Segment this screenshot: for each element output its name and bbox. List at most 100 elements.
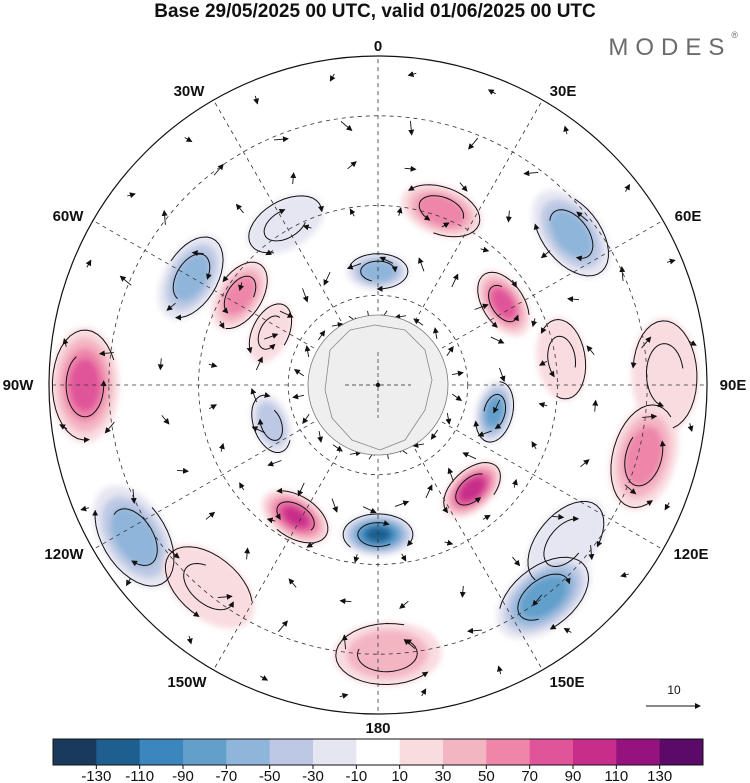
streamline — [517, 573, 571, 621]
colorbar-swatch — [183, 739, 227, 765]
streamline — [172, 253, 212, 300]
wind-arrow — [432, 327, 439, 340]
wind-arrow — [59, 424, 68, 430]
streamline — [610, 404, 672, 509]
wind-arrow — [624, 183, 630, 192]
streamline — [540, 318, 587, 400]
wind-arrow — [218, 442, 225, 452]
wind-arrow — [339, 598, 352, 605]
colorbar — [52, 738, 704, 766]
wind-arrow — [441, 222, 450, 229]
wind-arrow — [329, 73, 336, 82]
wind-arrow — [331, 498, 338, 513]
streamline — [499, 556, 590, 630]
map-title: Base 29/05/2025 00 UTC, valid 01/06/2025… — [154, 1, 596, 22]
wind-arrow — [451, 273, 459, 288]
wind-arrow — [341, 634, 348, 650]
wind-arrow — [317, 430, 324, 443]
lon-label-30w: 30W — [174, 83, 206, 100]
wind-arrow — [576, 211, 589, 222]
streamline — [483, 393, 506, 430]
colorbar-swatch — [659, 739, 704, 765]
wind-arrow — [462, 452, 477, 460]
colorbar-tick-label: -90 — [172, 768, 194, 783]
colorbar-tick-label: -70 — [215, 768, 237, 783]
wind-arrow — [98, 350, 114, 357]
wind-arrow — [292, 393, 305, 400]
wind-arrow — [302, 224, 312, 231]
streamline — [183, 562, 234, 611]
wind-arrow — [250, 387, 257, 403]
wind-arrow — [482, 514, 491, 521]
wind-arrow — [538, 402, 548, 408]
registered-mark: ® — [731, 30, 738, 40]
streamline — [248, 195, 324, 254]
wind-arrow — [523, 170, 539, 177]
wind-arrow — [267, 460, 282, 467]
wind-arrow — [477, 430, 492, 437]
wind-arrow — [266, 517, 276, 524]
lon-label-180: 180 — [365, 720, 390, 737]
wind-arrow — [205, 511, 216, 520]
wind-arrow — [253, 95, 259, 105]
colorbar-tick-label: -110 — [125, 768, 154, 783]
wind-arrow — [302, 288, 309, 303]
streamline — [349, 253, 409, 292]
wind-arrow — [396, 207, 403, 216]
wind-arrow — [408, 120, 415, 136]
wind-arrow — [512, 478, 518, 488]
colorbar-swatch — [399, 739, 444, 765]
streamline — [164, 546, 253, 617]
colorbar-swatch — [443, 739, 487, 765]
anomaly-cell-14 — [609, 402, 679, 511]
wind-arrow — [306, 541, 315, 548]
colorbar-frame — [52, 738, 704, 766]
wind-arrow — [288, 578, 297, 588]
wind-arrow — [279, 310, 294, 318]
wind-arrow — [620, 571, 629, 578]
wind-arrow — [126, 578, 132, 587]
wind-arrow — [213, 163, 224, 176]
wind-arrow — [217, 593, 233, 600]
wind-arrow — [592, 399, 599, 412]
streamline — [113, 508, 158, 567]
vector-scale-key: 10 — [646, 683, 701, 709]
streamline — [257, 409, 283, 441]
south-pole-marker — [375, 382, 381, 388]
wind-arrow — [347, 161, 357, 170]
wind-arrow — [641, 336, 652, 349]
lon-label-150e: 150E — [549, 674, 584, 691]
streamline — [473, 381, 514, 443]
wind-arrow — [304, 345, 311, 358]
wind-arrow — [404, 165, 417, 172]
lon-label-150w: 150W — [167, 674, 207, 691]
colorbar-tick-label: 90 — [565, 768, 582, 783]
wind-arrow — [346, 263, 362, 270]
wind-arrow — [552, 513, 565, 520]
wind-arrow — [511, 279, 517, 288]
colorbar-tick-label: -30 — [302, 768, 324, 783]
streamline — [624, 436, 666, 487]
wind-arrow — [317, 330, 326, 341]
wind-arrow — [459, 182, 468, 192]
wind-arrow — [218, 320, 225, 329]
wind-arrow — [323, 271, 331, 286]
wind-arrow — [104, 421, 115, 434]
graticule — [49, 56, 707, 714]
wind-arrow — [290, 172, 297, 185]
streamline — [342, 513, 414, 548]
modes-logo: MODES® — [608, 30, 738, 62]
colorbar-tick-label: 30 — [435, 768, 452, 783]
lon-label-120e: 120E — [673, 546, 708, 563]
wind-arrow — [664, 502, 671, 511]
wind-arrow — [451, 393, 463, 401]
wind-arrow — [430, 429, 439, 440]
brand-name: MODES — [608, 34, 732, 61]
wind-arrow — [539, 360, 548, 366]
colorbar-tick-label: 10 — [391, 768, 408, 783]
colorbar-tick-label: 110 — [604, 768, 628, 783]
wind-arrow — [531, 441, 538, 450]
wind-arrow — [62, 338, 69, 347]
wind-arrow — [580, 459, 590, 468]
wind-arrow — [251, 426, 266, 434]
